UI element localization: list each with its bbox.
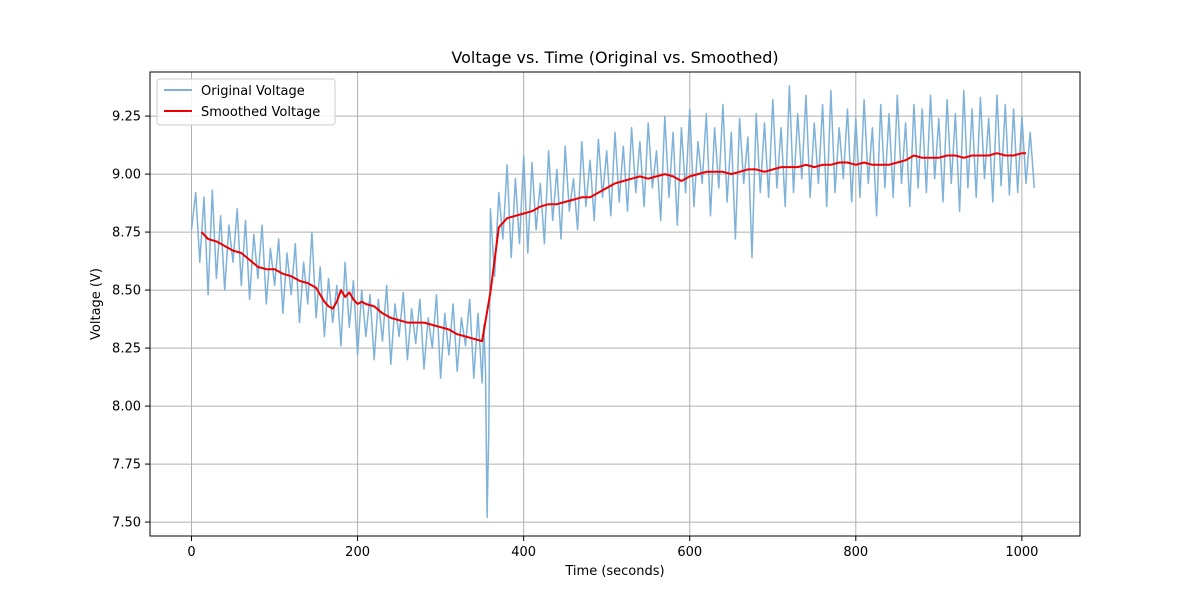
x-axis-label: Time (seconds) — [564, 564, 664, 579]
original-voltage-line — [190, 85, 1036, 519]
y-tick-label: 8.75 — [112, 226, 141, 241]
series-layer — [190, 85, 1036, 519]
legend-label-original: Original Voltage — [201, 84, 305, 99]
x-tick-label: 200 — [345, 545, 370, 560]
legend-label-smoothed: Smoothed Voltage — [201, 105, 320, 120]
x-tick-label: 400 — [511, 545, 536, 560]
x-tick-label: 0 — [187, 545, 195, 560]
y-axis-ticks: 7.50 7.75 8.00 8.25 8.50 8.75 9.00 9.25 — [112, 110, 150, 531]
y-tick-label: 7.50 — [112, 516, 141, 531]
x-tick-label: 600 — [677, 545, 702, 560]
legend: Original Voltage Smoothed Voltage — [156, 78, 336, 126]
x-tick-label: 800 — [843, 545, 868, 560]
legend-box — [156, 78, 336, 126]
x-axis-ticks: 0 200 400 600 800 1000 — [187, 536, 1038, 560]
plot-frame — [149, 71, 1081, 537]
y-tick-label: 8.00 — [112, 400, 141, 415]
y-tick-label: 9.00 — [112, 168, 141, 183]
x-tick-label: 1000 — [1005, 545, 1038, 560]
y-tick-label: 8.25 — [112, 342, 141, 357]
y-axis-label: Voltage (V) — [89, 268, 104, 340]
y-tick-label: 9.25 — [112, 110, 141, 125]
y-tick-label: 7.75 — [112, 458, 141, 473]
chart-title: Voltage vs. Time (Original vs. Smoothed) — [451, 48, 778, 67]
smoothed-voltage-line — [200, 152, 1026, 343]
y-tick-label: 8.50 — [112, 284, 141, 299]
